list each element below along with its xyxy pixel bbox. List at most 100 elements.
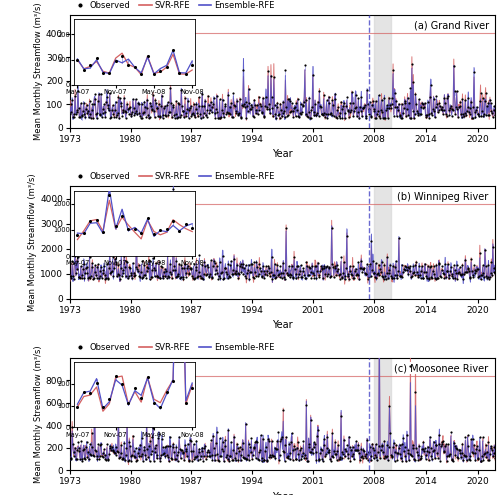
Point xyxy=(206,106,214,114)
Bar xyxy=(374,186,391,299)
Point xyxy=(422,110,430,118)
Point xyxy=(491,111,499,119)
Point xyxy=(488,109,496,117)
Point xyxy=(458,271,466,279)
Point xyxy=(192,437,200,445)
Point xyxy=(112,98,120,106)
Point xyxy=(283,452,291,460)
Point xyxy=(346,99,354,107)
Point xyxy=(240,454,248,462)
Point xyxy=(120,251,128,259)
Point xyxy=(147,273,155,281)
Point xyxy=(380,437,388,445)
Point xyxy=(74,444,82,452)
Point xyxy=(95,274,103,282)
Point xyxy=(102,456,110,464)
Point xyxy=(154,112,162,120)
Point xyxy=(140,446,147,454)
Point xyxy=(296,109,304,117)
Point xyxy=(311,440,319,448)
Point xyxy=(438,103,446,111)
Point xyxy=(171,455,179,463)
Point xyxy=(311,99,319,107)
Point xyxy=(98,113,106,121)
Point xyxy=(369,97,377,104)
Point xyxy=(483,274,491,282)
Point xyxy=(386,266,394,274)
Point xyxy=(124,109,132,117)
Point xyxy=(259,95,267,102)
Point xyxy=(201,262,209,270)
Point xyxy=(306,274,314,282)
Point xyxy=(210,94,218,102)
Point xyxy=(219,109,227,117)
Point xyxy=(166,268,173,276)
Point xyxy=(120,440,128,447)
Point xyxy=(398,261,406,269)
Point xyxy=(155,99,163,107)
Point xyxy=(494,112,500,120)
Point xyxy=(138,257,145,265)
Point xyxy=(294,95,302,102)
Point xyxy=(484,273,492,281)
Point xyxy=(486,273,494,281)
Point xyxy=(494,269,500,277)
Point xyxy=(262,262,270,270)
Point xyxy=(492,113,500,121)
Point xyxy=(70,113,78,121)
Point xyxy=(85,273,93,281)
Point xyxy=(108,101,116,109)
Point xyxy=(86,253,94,261)
Point xyxy=(174,99,182,107)
Point xyxy=(272,266,280,274)
Point xyxy=(485,275,493,283)
Point xyxy=(444,94,452,101)
Point xyxy=(400,443,408,450)
Point xyxy=(442,110,450,118)
Point xyxy=(467,435,475,443)
Point xyxy=(254,110,262,118)
Legend: Observed, SVR-RFE, Ensemble-RFE: Observed, SVR-RFE, Ensemble-RFE xyxy=(74,0,275,9)
Point xyxy=(338,114,346,122)
Point xyxy=(462,256,469,264)
Point xyxy=(378,441,386,449)
Point xyxy=(234,269,241,277)
Point xyxy=(276,114,283,122)
Point xyxy=(411,271,419,279)
Point xyxy=(449,457,457,465)
Point xyxy=(68,423,76,431)
Point xyxy=(216,258,224,266)
Point xyxy=(298,273,306,281)
Point xyxy=(350,274,358,282)
Point xyxy=(217,113,225,121)
Point xyxy=(402,263,410,271)
Point xyxy=(334,265,342,273)
Point xyxy=(226,103,234,111)
Point xyxy=(336,453,344,461)
Point xyxy=(462,452,470,460)
Bar xyxy=(374,357,391,470)
Point xyxy=(498,269,500,277)
Point xyxy=(78,271,86,279)
Point xyxy=(472,113,480,121)
Point xyxy=(466,455,474,463)
Point xyxy=(175,433,183,441)
Point xyxy=(403,266,411,274)
Point xyxy=(70,259,78,267)
Point xyxy=(276,273,283,281)
Point xyxy=(140,443,148,451)
Point xyxy=(74,253,82,261)
Point xyxy=(223,270,231,278)
Point xyxy=(340,99,348,107)
Point xyxy=(335,455,343,463)
Point xyxy=(364,100,372,108)
Point xyxy=(182,447,190,455)
Point xyxy=(397,454,405,462)
Point xyxy=(304,271,312,279)
Point xyxy=(475,272,483,280)
Point xyxy=(99,266,107,274)
Point xyxy=(102,275,110,283)
Point xyxy=(207,98,215,106)
Point xyxy=(92,446,100,453)
Point xyxy=(352,103,360,111)
